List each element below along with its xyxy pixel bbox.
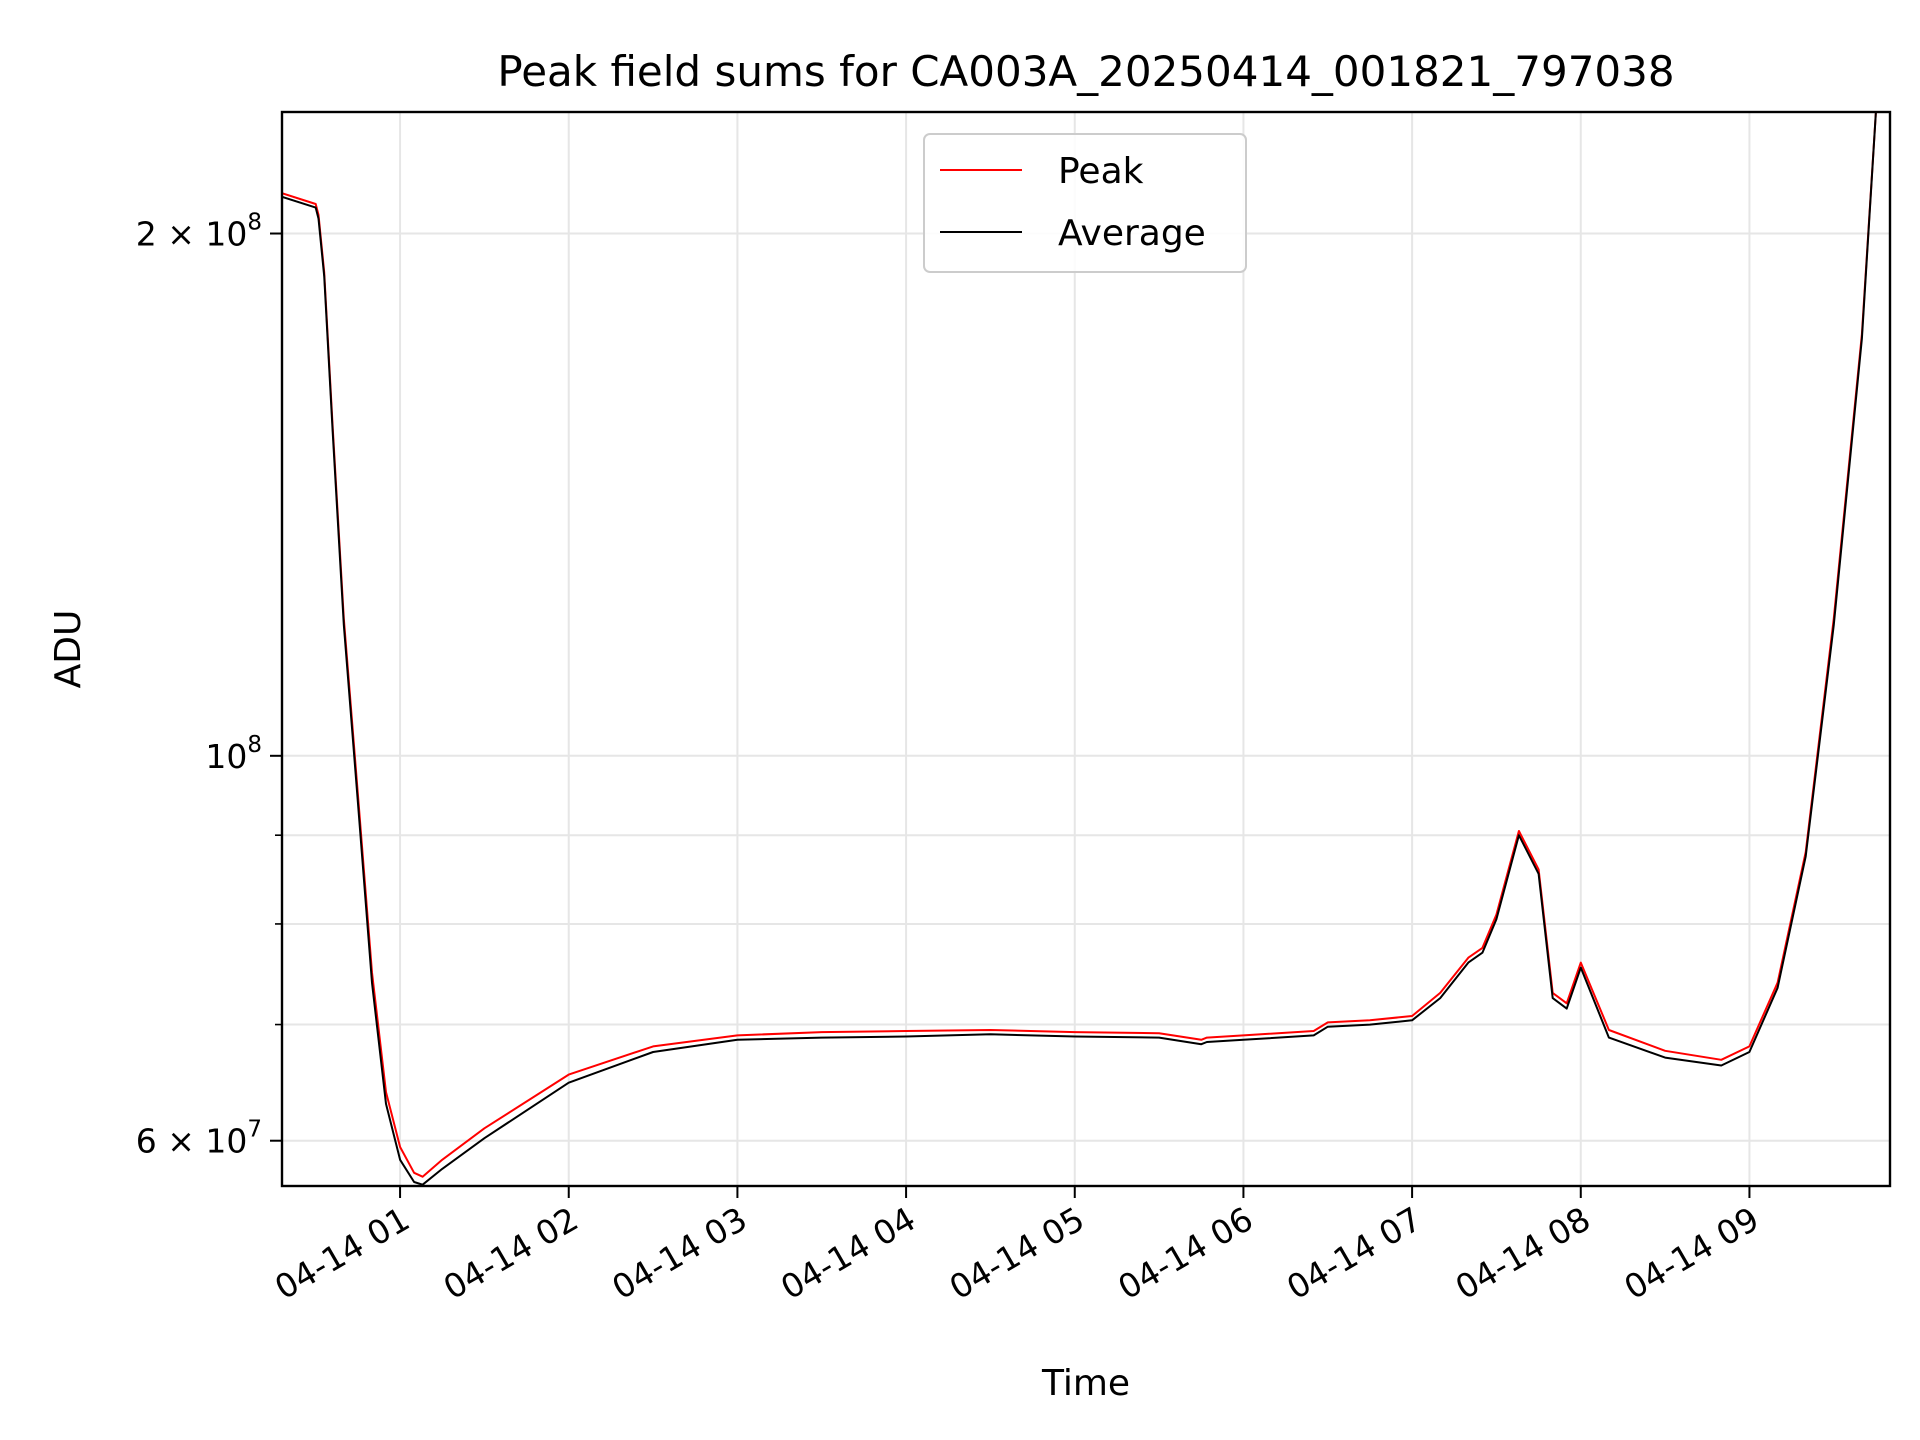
- y-tick-label: 6 × 107: [136, 1117, 262, 1161]
- series-line-peak: [282, 112, 1877, 1178]
- y-tick-label: 2 × 108: [136, 210, 262, 254]
- x-tick-label: 04-14 07: [1280, 1199, 1428, 1307]
- legend-box: [923, 133, 1247, 273]
- x-axis-ticks: 04-14 01 04-14 02 04-14 03 04-14 04 04-14 05…: [268, 1186, 1765, 1307]
- series-line-average: [282, 112, 1877, 1186]
- x-tick-label: 04-14 06: [1111, 1199, 1259, 1307]
- series-layer: [282, 112, 1877, 1186]
- gridlines: [282, 112, 1890, 1186]
- x-axis-label: Time: [1041, 1363, 1130, 1404]
- legend-label-average: Average: [1058, 213, 1206, 254]
- x-tick-label: 04-14 01: [268, 1199, 416, 1307]
- x-tick-label: 04-14 09: [1617, 1199, 1765, 1307]
- legend: Peak Average: [923, 133, 1247, 273]
- x-tick-label: 04-14 08: [1449, 1199, 1597, 1307]
- y-axis-ticks: 6 × 107 108 2 × 108: [136, 210, 282, 1161]
- x-tick-label: 04-14 03: [605, 1199, 753, 1307]
- legend-label-peak: Peak: [1058, 151, 1144, 192]
- plot-frame: [280, 110, 1892, 1188]
- x-tick-label: 04-14 04: [774, 1199, 922, 1307]
- x-tick-label: 04-14 05: [943, 1199, 1091, 1307]
- x-tick-label: 04-14 02: [437, 1199, 585, 1307]
- chart-title: Peak field sums for CA003A_20250414_0018…: [497, 47, 1674, 96]
- y-tick-label: 108: [205, 732, 262, 776]
- y-axis-label: ADU: [48, 610, 89, 689]
